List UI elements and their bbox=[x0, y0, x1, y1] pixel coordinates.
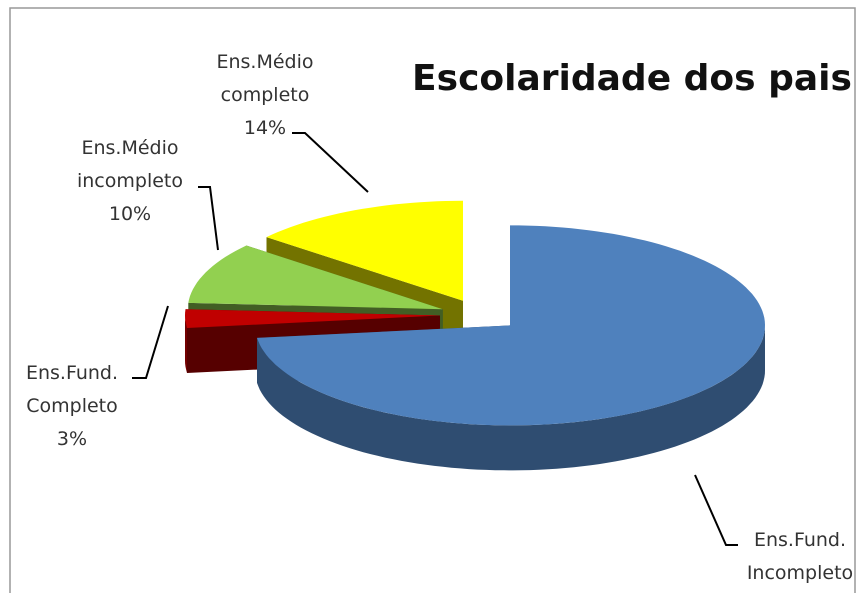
category-label-line: incompleto bbox=[77, 170, 183, 192]
data-label: Ens.Médio incompleto 10% bbox=[77, 137, 183, 225]
category-label-line: Ens.Fund. bbox=[754, 529, 846, 551]
data-label: Ens.Médio completo 14% bbox=[216, 51, 313, 139]
category-label-line: Incompleto bbox=[747, 562, 853, 584]
slice bbox=[188, 245, 443, 310]
category-label: Ens.Fund. Completo bbox=[26, 362, 118, 417]
slice bbox=[266, 200, 463, 301]
category-label-line: Ens.Médio bbox=[81, 137, 178, 159]
category-label-line: Completo bbox=[26, 395, 118, 417]
category-label: Ens.Fund. Incompleto bbox=[747, 529, 853, 584]
value-label: 14% bbox=[244, 117, 286, 139]
slice bbox=[185, 309, 440, 328]
leader-line bbox=[198, 186, 219, 251]
data-label: Ens.Fund.Incompleto73% bbox=[747, 529, 853, 594]
category-label: Ens.Médio completo bbox=[216, 51, 313, 106]
chart-title: Escolaridade dos pais bbox=[412, 58, 852, 99]
data-label: Ens.Fund. Completo 3% bbox=[26, 362, 118, 450]
slice-wall bbox=[257, 325, 765, 471]
value-label: 3% bbox=[57, 428, 87, 450]
category-label-line: Ens.Médio bbox=[216, 51, 313, 73]
value-label: 10% bbox=[109, 203, 151, 225]
leader-line bbox=[694, 474, 738, 546]
slice bbox=[257, 225, 765, 426]
leader-line bbox=[292, 132, 369, 193]
pie bbox=[185, 200, 765, 471]
category-label-line: Ens.Fund. bbox=[26, 362, 118, 384]
leader-line bbox=[132, 305, 169, 379]
category-label-line: completo bbox=[221, 84, 310, 106]
category-label: Ens.Médio incompleto bbox=[77, 137, 183, 192]
slice-wall bbox=[185, 315, 187, 373]
